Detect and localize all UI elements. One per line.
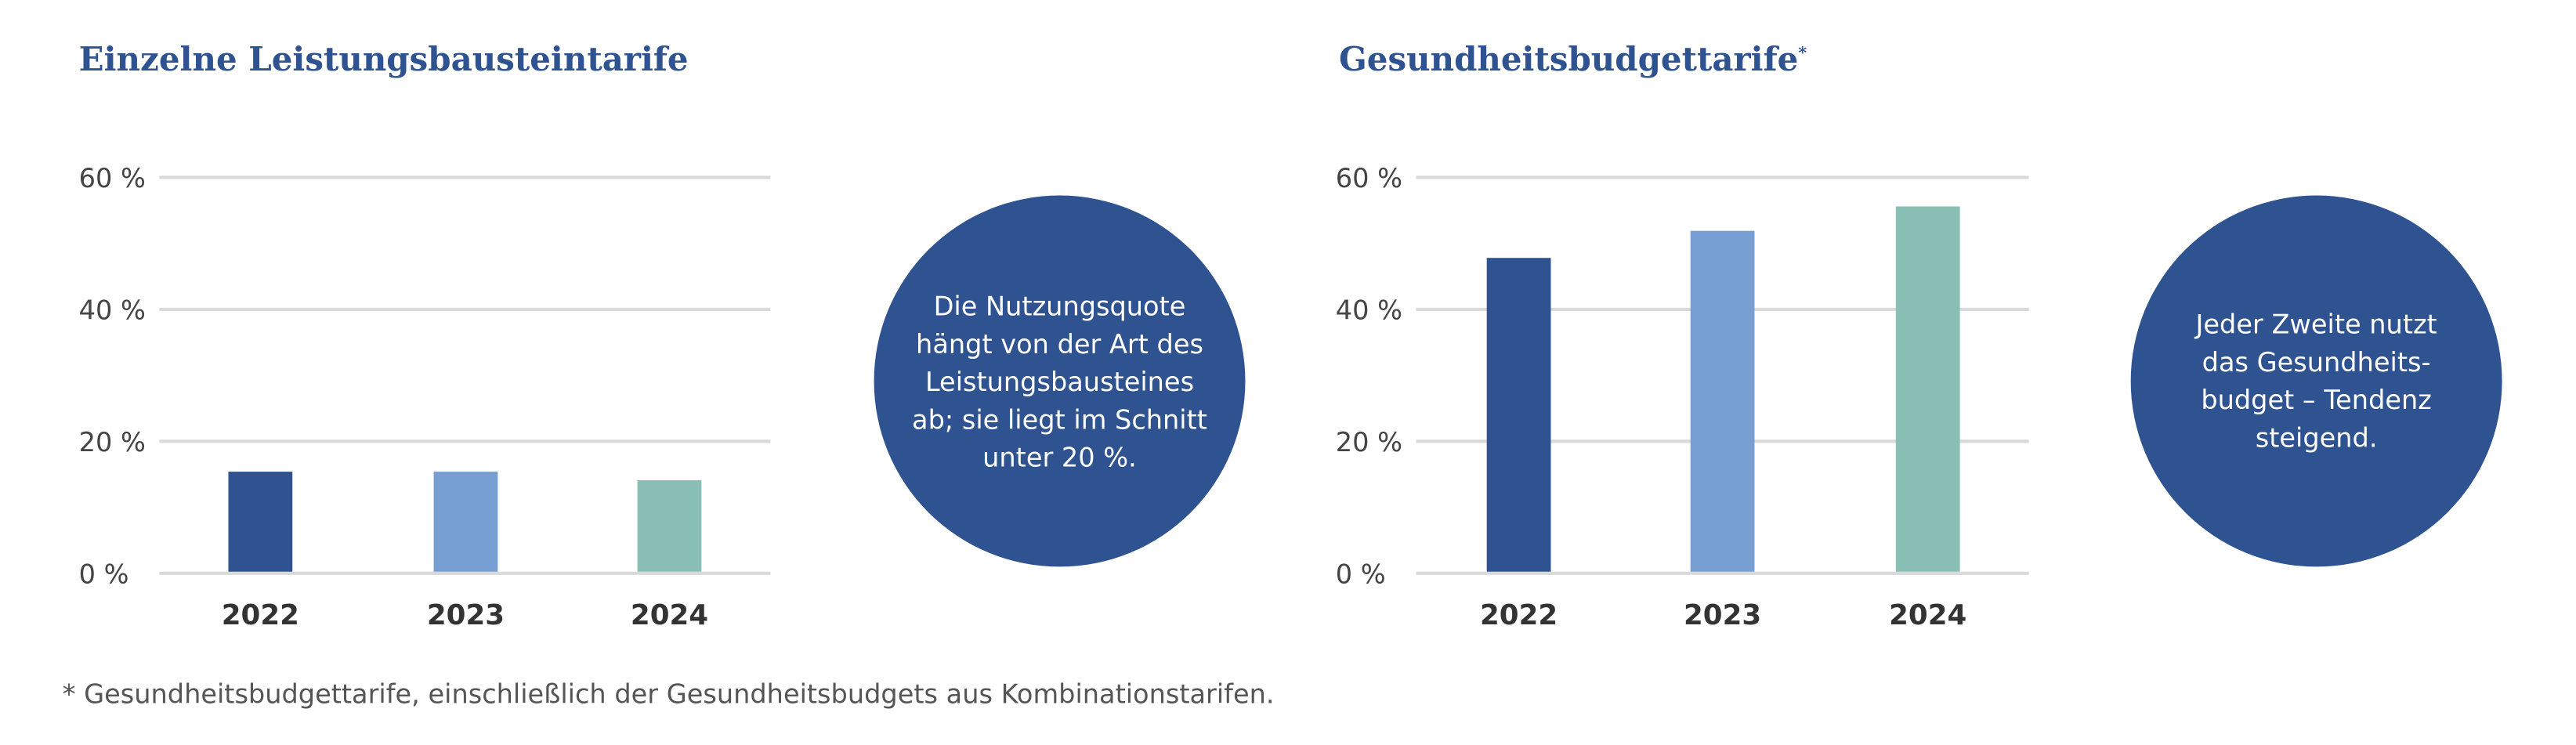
- callout-line: unter 20 %.: [982, 441, 1137, 472]
- bar-2024: [1895, 206, 1960, 572]
- x-tick-label: 2022: [222, 599, 299, 631]
- callout-line: steigend.: [2255, 421, 2378, 454]
- chart-title-left: Einzelne Leistungsbausteintarife: [78, 39, 689, 79]
- y-tick-label: 40 %: [1336, 295, 1402, 325]
- callout-circle-right: Jeder Zweite nutzt das Gesundheits-budget…: [2130, 195, 2502, 567]
- bar-2023: [433, 472, 498, 572]
- callout-circle-left: Die Nutzungsquote hängt von der Art des Le…: [874, 195, 1246, 567]
- y-tick-label: 40 %: [79, 295, 146, 325]
- y-tick-label: 60 %: [1336, 163, 1402, 193]
- x-tick-label: 2022: [1480, 599, 1558, 631]
- x-tick-label: 2023: [427, 599, 505, 631]
- y-tick-label: 0 %: [1336, 559, 1386, 589]
- callout-line: Leistungsbausteines: [924, 365, 1195, 397]
- callout-line: das Gesundheits-: [2202, 346, 2431, 378]
- bar-2024: [637, 480, 702, 572]
- y-tick-label: 60 %: [79, 163, 146, 193]
- bar-2023: [1690, 230, 1755, 572]
- callout-line: hängt von der Art des: [916, 327, 1203, 360]
- x-tick-label: 2024: [631, 599, 708, 631]
- callout-line: Jeder Zweite nutzt: [2195, 309, 2437, 341]
- bar-2022: [228, 472, 293, 572]
- y-tick-label: 0 %: [79, 559, 129, 589]
- callout-line: budget – Tendenz: [2201, 384, 2432, 416]
- x-tick-label: 2024: [1889, 599, 1966, 631]
- x-tick-label: 2023: [1684, 599, 1761, 631]
- callout-line: ab; sie liegt im Schnitt: [912, 403, 1207, 435]
- y-tick-label: 20 %: [79, 427, 146, 457]
- y-tick-label: 20 %: [1336, 427, 1402, 457]
- bar-2022: [1486, 258, 1551, 572]
- callout-line: Die Nutzungsquote: [933, 290, 1186, 321]
- footnote: * Gesundheitsbudgettarife, einschließlic…: [62, 678, 1275, 710]
- chart-title-right: Gesundheitsbudgettarife*: [1338, 39, 1807, 79]
